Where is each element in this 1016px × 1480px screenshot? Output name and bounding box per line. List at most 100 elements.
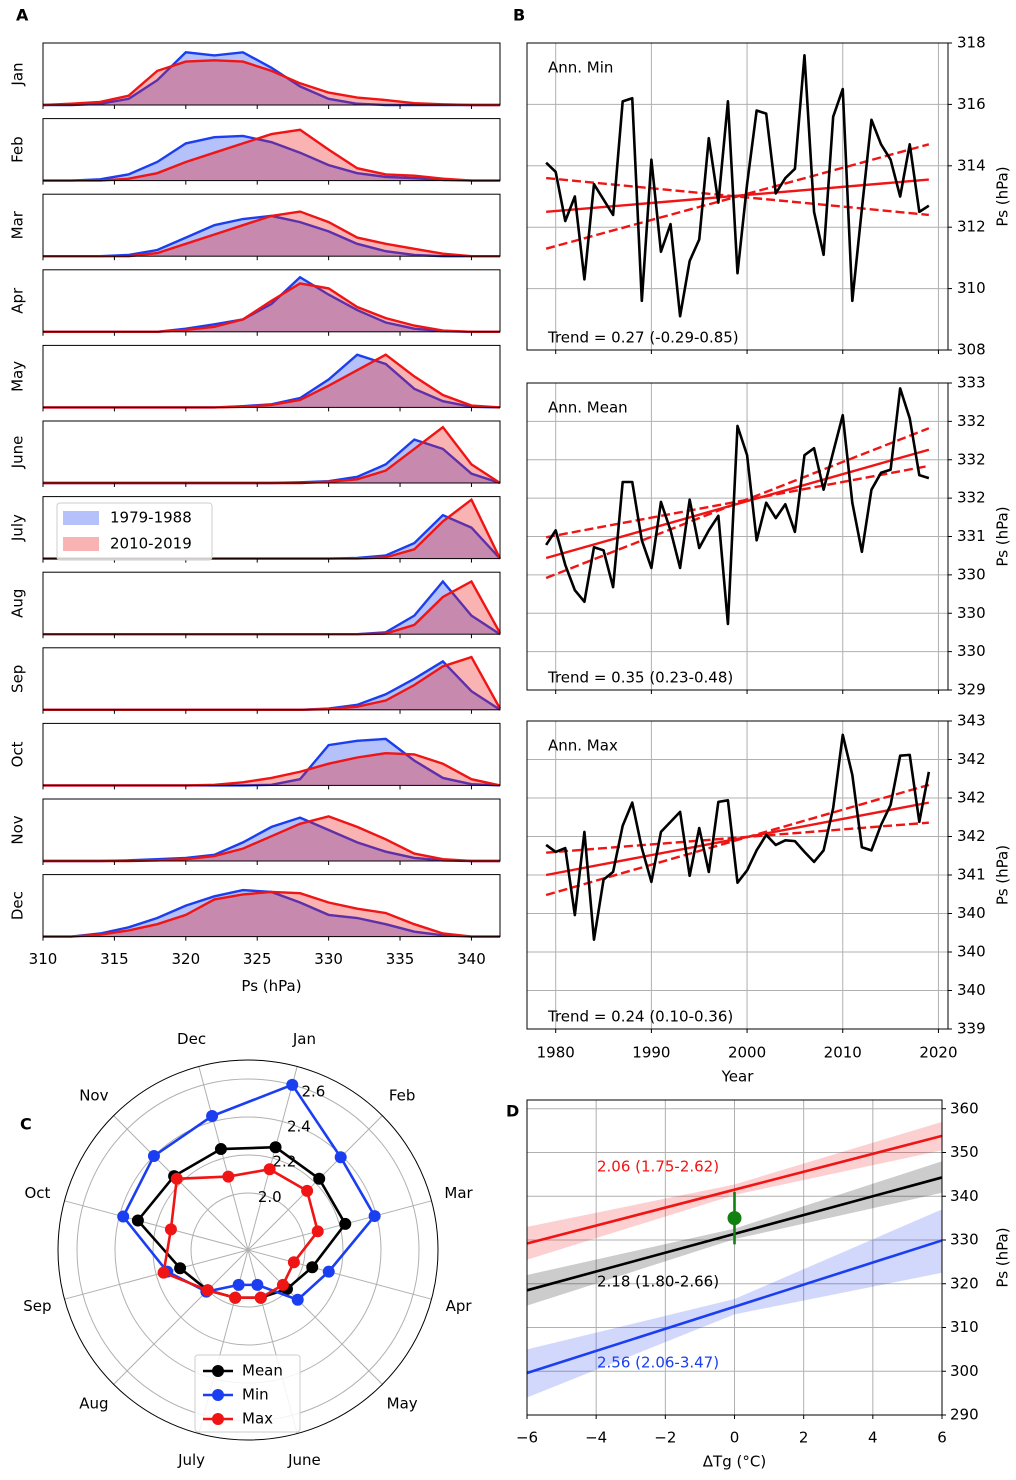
panel-label: C: [20, 1115, 32, 1134]
y-axis-label: Ps (hPa): [994, 1227, 1012, 1287]
y-tick-label: 340: [957, 943, 986, 961]
marker: [164, 1223, 177, 1236]
density-line: [42, 59, 500, 107]
series-line: [545, 53, 930, 318]
legend-swatch: [63, 511, 99, 525]
density-fill: [43, 283, 500, 332]
y-axis-label: Ps (hPa): [994, 166, 1012, 226]
y-tick-label: 330: [957, 604, 986, 622]
density-fill: [43, 581, 500, 635]
axes-frame: [42, 647, 501, 711]
fit-annotation: 2.06 (1.75-2.62): [597, 1158, 719, 1176]
regression-line: [526, 1134, 943, 1245]
y-tick-label: 329: [957, 681, 986, 699]
polar-frame: [57, 1059, 439, 1441]
x-tick-label: 310: [29, 950, 58, 968]
y-tick-label: 310: [957, 279, 986, 297]
marker: [214, 1143, 227, 1156]
grid-circle: [190, 1192, 306, 1308]
panel-label: A: [16, 6, 29, 25]
density-fill: [43, 891, 500, 937]
panel-label: B: [513, 6, 525, 25]
month-label: May: [9, 361, 27, 392]
y-tick-label: 330: [950, 1231, 979, 1249]
month-label: Dec: [9, 891, 27, 920]
point: [727, 1211, 742, 1226]
legend-label: Max: [242, 1410, 273, 1428]
regression-line: [526, 1239, 943, 1375]
marker: [222, 1170, 235, 1183]
marker: [254, 1291, 267, 1304]
legend-label: 2010-2019: [110, 535, 192, 553]
legend-marker: [212, 1389, 224, 1401]
density-fill: [43, 52, 500, 105]
density-fill: [43, 657, 500, 710]
marker: [174, 1262, 187, 1275]
category-label: Feb: [389, 1086, 416, 1104]
trend-line: [545, 783, 930, 897]
fit-annotation: 2.56 (2.06-3.47): [597, 1354, 719, 1372]
trend-line: [546, 176, 929, 217]
x-tick-label: 335: [386, 950, 415, 968]
month-label: Nov: [9, 815, 27, 844]
density-line: [43, 134, 500, 182]
grid-spoke: [113, 1249, 249, 1385]
x-tick-label: 325: [243, 950, 272, 968]
marker: [286, 1078, 299, 1091]
axes-frame: [42, 571, 501, 635]
marker: [287, 1256, 300, 1269]
x-tick-label: 1980: [537, 1044, 575, 1062]
grid-circle: [152, 1154, 344, 1346]
grid-spoke: [64, 1249, 249, 1300]
panel-label: D: [506, 1102, 519, 1121]
y-tick-label: 312: [957, 218, 986, 236]
x-tick-label: 2010: [824, 1044, 862, 1062]
density-fill: [43, 427, 500, 483]
legend-box: [56, 502, 213, 561]
y-tick-label: 332: [957, 450, 986, 468]
y-axis-label: Ps (hPa): [994, 506, 1012, 566]
density-fill: [43, 354, 500, 408]
marker: [117, 1210, 130, 1223]
trend-line: [546, 821, 929, 854]
month-label: Mar: [9, 210, 27, 239]
month-label: July: [9, 514, 27, 542]
density-fill: [43, 753, 500, 786]
category-label: Mar: [444, 1184, 473, 1202]
marker: [232, 1278, 245, 1291]
y-tick-label: 333: [957, 374, 986, 392]
y-tick-label: 332: [957, 489, 986, 507]
y-tick-label: 360: [950, 1099, 979, 1117]
y-tick-label: 314: [957, 156, 986, 174]
grid-spoke: [247, 1249, 432, 1300]
x-tick-label: 2000: [728, 1044, 766, 1062]
category-label: Sep: [23, 1297, 51, 1315]
category-label: Oct: [24, 1184, 50, 1202]
month-label: Apr: [9, 287, 27, 314]
x-axis-label: Ps (hPa): [241, 977, 301, 995]
density-fill: [43, 499, 500, 559]
r-tick-label: 2.2: [272, 1153, 296, 1171]
density-fill: [43, 135, 500, 181]
x-tick-label: 2020: [919, 1044, 957, 1062]
x-tick-label: 0: [730, 1429, 740, 1447]
trend-line: [545, 448, 930, 560]
y-axis-label: Ps (hPa): [994, 845, 1012, 905]
r-tick-label: 2.0: [258, 1188, 282, 1206]
panel-annotation: Ann. Mean: [548, 399, 628, 417]
category-label: July: [177, 1451, 205, 1469]
y-tick-label: 340: [957, 981, 986, 999]
density-fill: [43, 215, 500, 257]
density-fill: [43, 816, 500, 861]
marker: [269, 1141, 282, 1154]
category-label: June: [287, 1451, 321, 1469]
marker: [276, 1278, 289, 1291]
marker: [201, 1284, 214, 1297]
y-tick-label: 340: [957, 904, 986, 922]
category-label: Nov: [79, 1086, 108, 1104]
legend-marker: [212, 1413, 224, 1425]
y-tick-label: 343: [957, 712, 986, 730]
category-label: Dec: [177, 1030, 206, 1048]
y-tick-label: 318: [957, 34, 986, 52]
trend-label: Trend = 0.35 (0.23-0.48): [547, 669, 733, 687]
